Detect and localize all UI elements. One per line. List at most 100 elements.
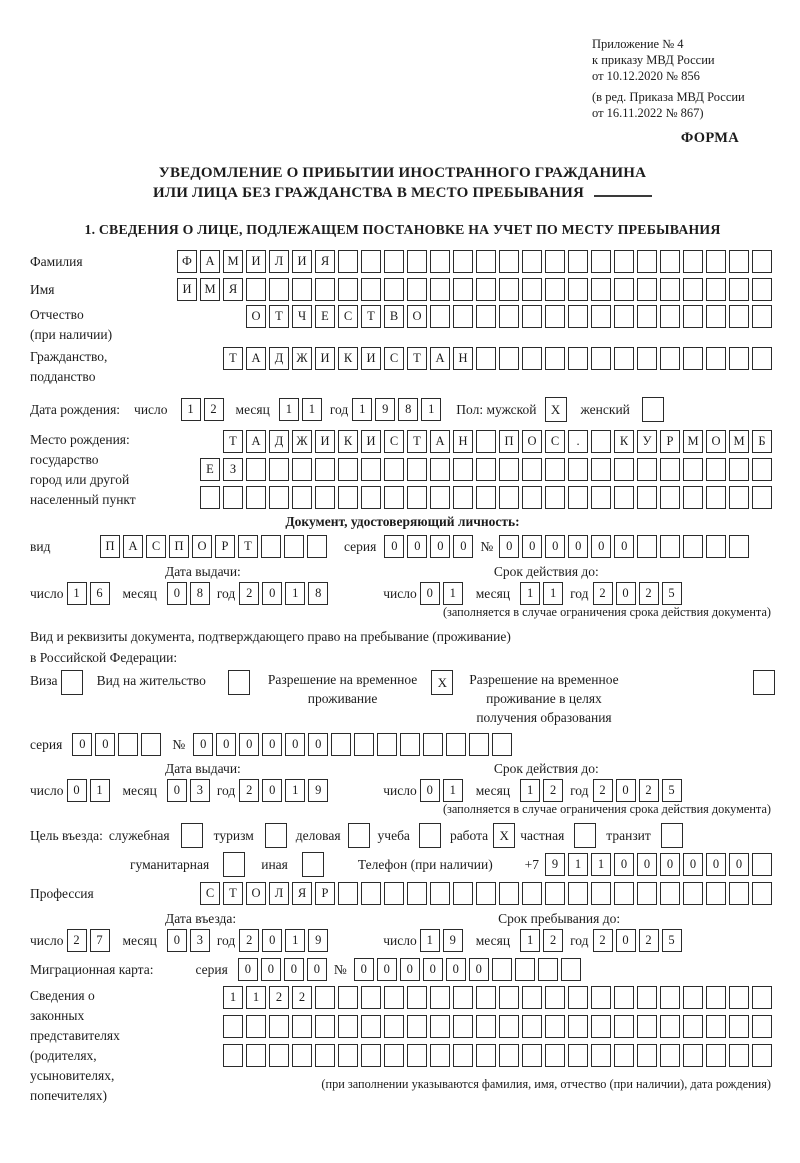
char-cell[interactable]: 0 bbox=[637, 853, 657, 876]
char-cell[interactable] bbox=[200, 486, 220, 509]
char-cell[interactable] bbox=[476, 347, 496, 370]
char-cell[interactable] bbox=[499, 1015, 519, 1038]
char-cell[interactable] bbox=[384, 986, 404, 1009]
char-cell[interactable]: 0 bbox=[353, 958, 374, 981]
char-cell[interactable]: 1 bbox=[543, 582, 564, 605]
char-cell[interactable] bbox=[423, 733, 444, 756]
char-cell[interactable]: 1 bbox=[66, 582, 87, 605]
char-cell[interactable]: 2 bbox=[203, 398, 224, 421]
char-cell[interactable]: 1 bbox=[180, 398, 201, 421]
char-cell[interactable]: Р bbox=[315, 882, 335, 905]
char-cell[interactable]: А bbox=[430, 347, 450, 370]
char-cell[interactable]: 0 bbox=[660, 853, 680, 876]
char-cell[interactable] bbox=[315, 458, 335, 481]
char-cell[interactable]: 5 bbox=[661, 779, 682, 802]
char-cell[interactable] bbox=[637, 1044, 657, 1067]
char-cell[interactable] bbox=[284, 535, 304, 558]
char-cell[interactable] bbox=[591, 1015, 611, 1038]
char-cell[interactable] bbox=[683, 1015, 703, 1038]
char-cell[interactable] bbox=[453, 486, 473, 509]
char-cell[interactable]: А bbox=[246, 430, 266, 453]
char-cell[interactable]: 9 bbox=[375, 398, 396, 421]
char-cell[interactable] bbox=[315, 1015, 335, 1038]
char-cell[interactable] bbox=[269, 486, 289, 509]
char-cell[interactable]: 1 bbox=[520, 929, 541, 952]
char-cell[interactable] bbox=[430, 882, 450, 905]
char-cell[interactable] bbox=[522, 278, 542, 301]
char-cell[interactable] bbox=[453, 458, 473, 481]
char-cell[interactable] bbox=[453, 1044, 473, 1067]
purpose-study-checkbox[interactable] bbox=[418, 823, 441, 848]
char-cell[interactable]: 0 bbox=[308, 733, 329, 756]
char-cell[interactable]: 0 bbox=[729, 853, 749, 876]
char-cell[interactable] bbox=[752, 278, 772, 301]
char-cell[interactable] bbox=[499, 1044, 519, 1067]
char-cell[interactable] bbox=[752, 486, 772, 509]
purpose-business-checkbox[interactable] bbox=[347, 823, 370, 848]
char-cell[interactable] bbox=[537, 958, 558, 981]
char-cell[interactable] bbox=[591, 1044, 611, 1067]
char-cell[interactable] bbox=[706, 458, 726, 481]
char-cell[interactable] bbox=[591, 250, 611, 273]
char-cell[interactable]: 0 bbox=[66, 779, 87, 802]
char-cell[interactable]: 0 bbox=[72, 733, 93, 756]
char-cell[interactable] bbox=[407, 278, 427, 301]
sex-female-checkbox[interactable] bbox=[641, 397, 664, 422]
char-cell[interactable] bbox=[430, 986, 450, 1009]
char-cell[interactable] bbox=[706, 986, 726, 1009]
char-cell[interactable] bbox=[499, 278, 519, 301]
char-cell[interactable] bbox=[637, 305, 657, 328]
char-cell[interactable]: 0 bbox=[499, 535, 520, 558]
char-cell[interactable] bbox=[430, 250, 450, 273]
char-cell[interactable] bbox=[545, 305, 565, 328]
char-cell[interactable]: Н bbox=[453, 430, 473, 453]
char-cell[interactable]: С bbox=[384, 430, 404, 453]
char-cell[interactable] bbox=[568, 486, 588, 509]
char-cell[interactable] bbox=[637, 250, 657, 273]
char-cell[interactable] bbox=[568, 1044, 588, 1067]
char-cell[interactable] bbox=[752, 853, 772, 876]
char-cell[interactable] bbox=[591, 430, 611, 453]
char-cell[interactable] bbox=[637, 1015, 657, 1038]
char-cell[interactable] bbox=[752, 986, 772, 1009]
char-cell[interactable] bbox=[407, 458, 427, 481]
char-cell[interactable]: Т bbox=[407, 347, 427, 370]
char-cell[interactable] bbox=[637, 278, 657, 301]
char-cell[interactable] bbox=[269, 458, 289, 481]
char-cell[interactable] bbox=[430, 278, 450, 301]
char-cell[interactable]: О bbox=[246, 305, 266, 328]
char-cell[interactable] bbox=[361, 1015, 381, 1038]
char-cell[interactable]: 8 bbox=[189, 582, 210, 605]
char-cell[interactable]: Е bbox=[200, 458, 220, 481]
char-cell[interactable] bbox=[269, 1015, 289, 1038]
char-cell[interactable]: 1 bbox=[520, 779, 541, 802]
char-cell[interactable]: 2 bbox=[66, 929, 87, 952]
char-cell[interactable]: 2 bbox=[592, 779, 613, 802]
char-cell[interactable] bbox=[614, 347, 634, 370]
char-cell[interactable]: Д bbox=[269, 347, 289, 370]
char-cell[interactable] bbox=[430, 458, 450, 481]
char-cell[interactable] bbox=[614, 486, 634, 509]
char-cell[interactable]: 0 bbox=[399, 958, 420, 981]
char-cell[interactable] bbox=[614, 250, 634, 273]
char-cell[interactable]: 6 bbox=[89, 582, 110, 605]
char-cell[interactable] bbox=[338, 486, 358, 509]
char-cell[interactable] bbox=[568, 882, 588, 905]
char-cell[interactable]: 1 bbox=[278, 398, 299, 421]
char-cell[interactable] bbox=[361, 486, 381, 509]
char-cell[interactable]: 7 bbox=[89, 929, 110, 952]
char-cell[interactable] bbox=[246, 1044, 266, 1067]
char-cell[interactable] bbox=[522, 1015, 542, 1038]
char-cell[interactable]: Р bbox=[660, 430, 680, 453]
char-cell[interactable] bbox=[568, 986, 588, 1009]
char-cell[interactable]: 0 bbox=[166, 582, 187, 605]
char-cell[interactable]: Т bbox=[223, 347, 243, 370]
char-cell[interactable] bbox=[476, 250, 496, 273]
char-cell[interactable]: 0 bbox=[376, 958, 397, 981]
char-cell[interactable]: 9 bbox=[308, 779, 329, 802]
char-cell[interactable] bbox=[269, 278, 289, 301]
char-cell[interactable]: 0 bbox=[384, 535, 405, 558]
char-cell[interactable]: 1 bbox=[352, 398, 373, 421]
char-cell[interactable]: 1 bbox=[223, 986, 243, 1009]
char-cell[interactable]: 0 bbox=[568, 535, 589, 558]
